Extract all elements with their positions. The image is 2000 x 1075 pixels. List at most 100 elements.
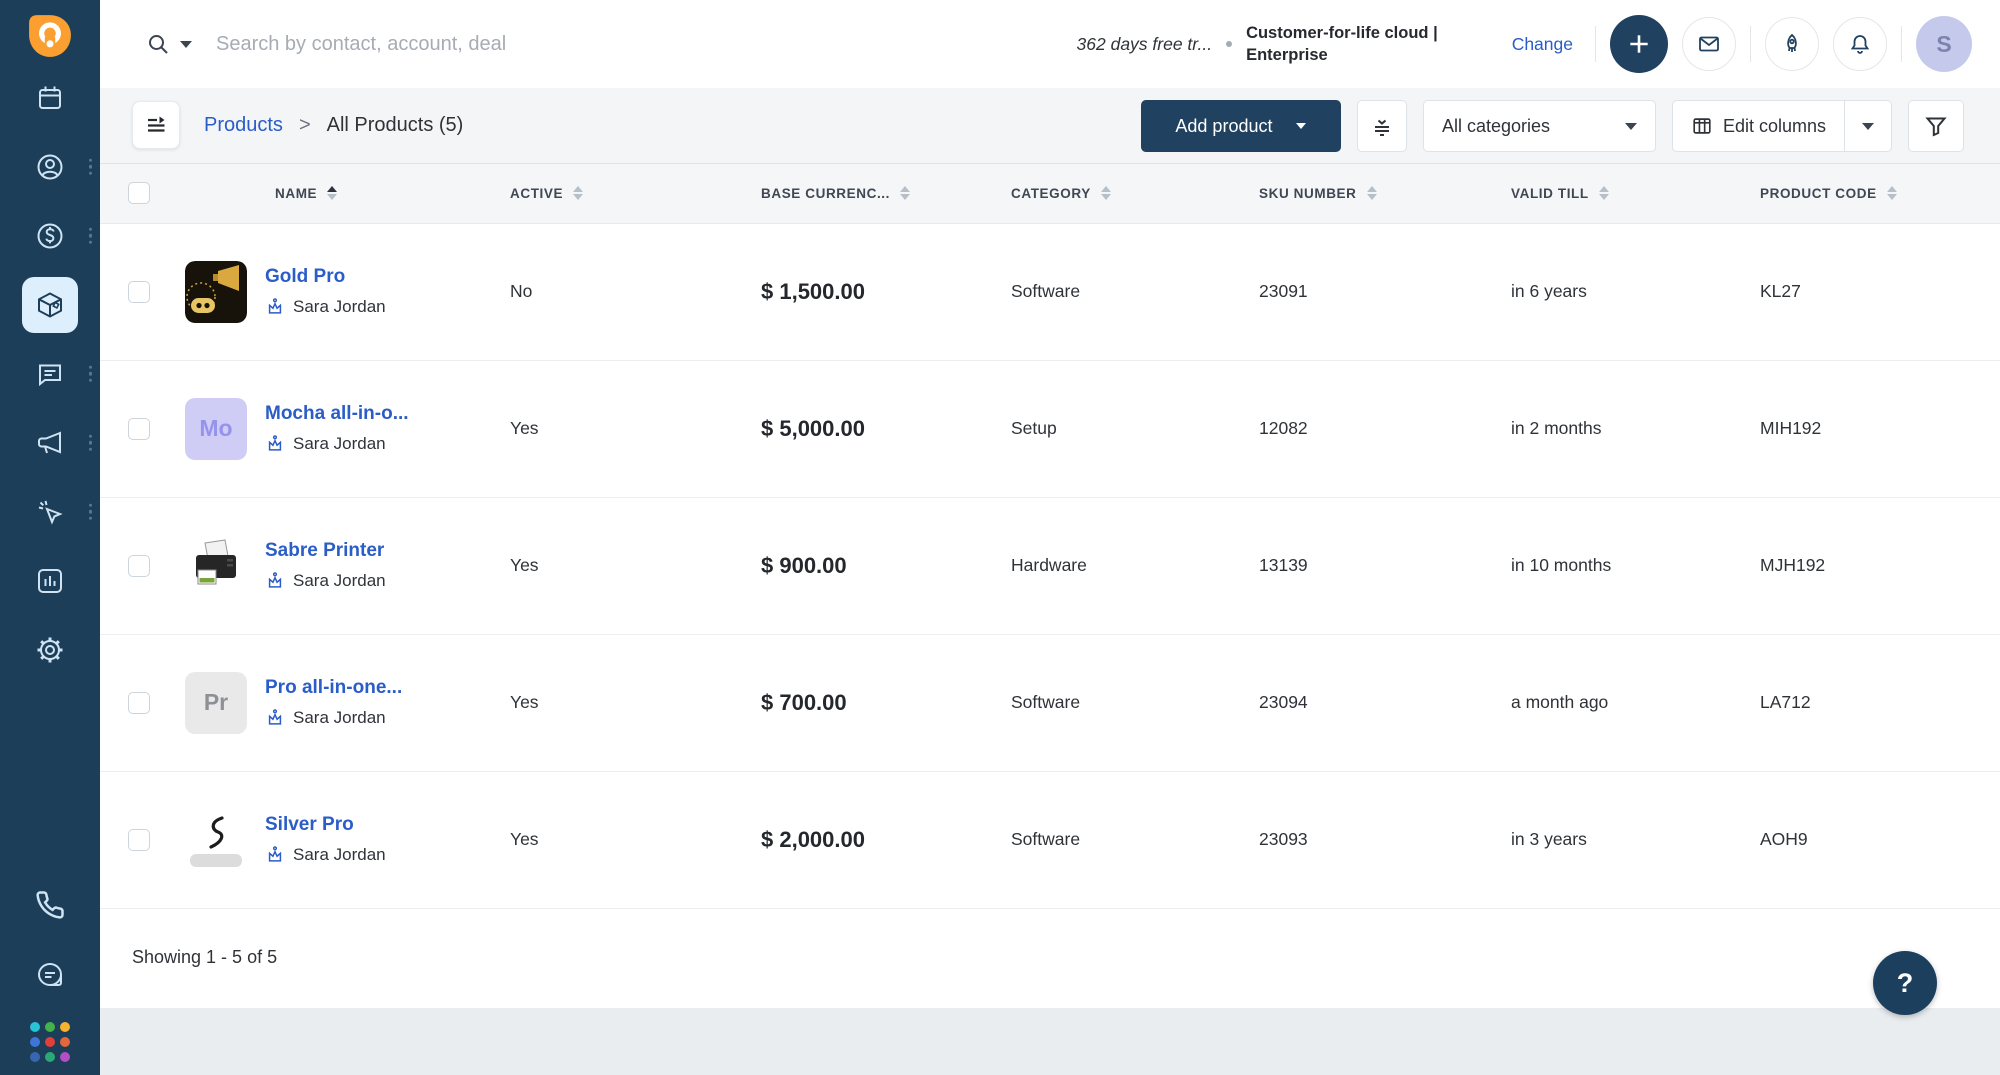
whats-new-button[interactable] <box>1765 17 1819 71</box>
apps-grid-icon <box>30 1022 70 1062</box>
chevron-right-icon: > <box>298 114 311 136</box>
row-checkbox[interactable] <box>128 554 150 577</box>
deals-more-icon[interactable] <box>88 227 92 244</box>
column-header-sku[interactable]: SKU NUMBER <box>1259 186 1377 201</box>
sort-icon <box>1100 186 1111 201</box>
search-icon[interactable] <box>146 32 170 56</box>
product-name-link[interactable]: Sabre Printer <box>265 540 385 561</box>
sidebar-item-campaigns[interactable] <box>0 408 100 477</box>
search-scope-caret-icon[interactable] <box>180 40 192 48</box>
categories-filter-select[interactable]: All categories <box>1422 100 1656 152</box>
filters-button[interactable] <box>1908 100 1964 152</box>
cell-sku: 23091 <box>1259 223 1511 361</box>
campaigns-more-icon[interactable] <box>88 434 92 451</box>
columns-icon <box>1693 118 1711 134</box>
select-all-checkbox[interactable] <box>128 182 150 205</box>
contacts-more-icon[interactable] <box>88 158 92 175</box>
cell-category: Software <box>1011 634 1259 772</box>
sidebar-item-apps[interactable] <box>0 1014 100 1070</box>
product-name-link[interactable]: Silver Pro <box>265 814 354 835</box>
product-name-link[interactable]: Mocha all-in-o... <box>265 403 409 424</box>
cell-sku: 12082 <box>1259 360 1511 498</box>
sort-icon <box>1886 186 1897 201</box>
table-header-row: NAME ACTIVE BASE CURRENC... CATEGORY SKU… <box>100 164 2000 224</box>
cell-valid-till: in 10 months <box>1511 497 1760 635</box>
cell-sku: 13139 <box>1259 497 1511 635</box>
page-bottom-band <box>100 1008 2000 1075</box>
product-image-silver-pro <box>185 808 247 871</box>
column-header-category[interactable]: CATEGORY <box>1011 186 1111 201</box>
cell-price: $ 900.00 <box>761 552 847 578</box>
product-avatar-initials: Pr <box>185 671 247 734</box>
row-checkbox[interactable] <box>128 280 150 303</box>
product-name-link[interactable]: Pro all-in-one... <box>265 677 403 698</box>
brand-logo-icon[interactable] <box>27 13 73 59</box>
search-input[interactable] <box>216 32 776 56</box>
edit-columns-caret-button[interactable] <box>1844 100 1892 152</box>
sidebar-item-chat[interactable] <box>0 944 100 1006</box>
product-owner: Sara Jordan <box>293 708 386 727</box>
column-header-product-code[interactable]: PRODUCT CODE <box>1760 186 1897 201</box>
view-switcher-button[interactable] <box>132 101 180 149</box>
chat-bubble-icon <box>35 359 65 389</box>
sidebar <box>0 0 100 1075</box>
sort-icon <box>1366 186 1377 201</box>
sidebar-item-automations[interactable] <box>0 477 100 546</box>
owner-crown-icon <box>268 572 282 588</box>
global-search <box>146 0 776 88</box>
sliders-icon <box>1374 119 1389 136</box>
products-table: NAME ACTIVE BASE CURRENC... CATEGORY SKU… <box>100 164 2000 909</box>
cell-category: Software <box>1011 771 1259 909</box>
sidebar-item-deals[interactable] <box>0 201 100 270</box>
column-header-name[interactable]: NAME <box>275 186 338 201</box>
user-avatar[interactable]: S <box>1916 16 1972 72</box>
product-owner: Sara Jordan <box>293 434 386 453</box>
row-checkbox[interactable] <box>128 828 150 851</box>
change-plan-link[interactable]: Change <box>1511 33 1573 54</box>
plus-icon <box>1630 35 1648 53</box>
sidebar-nav <box>0 63 100 684</box>
cell-active: Yes <box>510 771 761 909</box>
cell-sku: 23093 <box>1259 771 1511 909</box>
pagination-summary: Showing 1 - 5 of 5 <box>132 946 278 967</box>
row-checkbox[interactable] <box>128 417 150 440</box>
table-row: Gold Pro Sara Jordan No $ 1,500.00 Softw… <box>100 223 2000 361</box>
cell-active: Yes <box>510 360 761 498</box>
sort-filter-button[interactable] <box>1356 100 1407 152</box>
cell-valid-till: in 3 years <box>1511 771 1760 909</box>
cell-active: No <box>510 223 761 361</box>
sort-icon <box>327 186 338 201</box>
email-button[interactable] <box>1682 17 1736 71</box>
sidebar-item-conversations[interactable] <box>0 339 100 408</box>
column-header-base-currency[interactable]: BASE CURRENC... <box>761 186 911 201</box>
gear-icon <box>35 635 65 665</box>
conversations-more-icon[interactable] <box>88 365 92 382</box>
product-owner: Sara Jordan <box>293 297 386 316</box>
column-header-valid-till[interactable]: VALID TILL <box>1511 186 1609 201</box>
sort-icon <box>1598 186 1609 201</box>
sidebar-item-products[interactable] <box>0 270 100 339</box>
notifications-button[interactable] <box>1833 17 1887 71</box>
analytics-icon <box>35 566 65 596</box>
list-view-icon <box>148 116 165 132</box>
add-product-button[interactable]: Add product <box>1140 100 1341 152</box>
help-button[interactable]: ? <box>1873 951 1937 1015</box>
sidebar-item-contacts[interactable] <box>0 132 100 201</box>
product-image-gold-pro <box>185 260 247 323</box>
chat-icon <box>37 962 62 987</box>
product-name-link[interactable]: Gold Pro <box>265 266 346 287</box>
toolbar-actions: Add product All categories Edit columns <box>1140 100 1964 152</box>
sidebar-item-phone[interactable] <box>0 874 100 936</box>
edit-columns-group: Edit columns <box>1671 100 1892 152</box>
sidebar-item-calendar[interactable] <box>0 63 100 132</box>
automations-more-icon[interactable] <box>88 503 92 520</box>
quick-add-button[interactable] <box>1610 15 1668 73</box>
column-header-active[interactable]: ACTIVE <box>510 186 584 201</box>
sidebar-item-settings[interactable] <box>0 615 100 684</box>
divider <box>1595 26 1596 62</box>
breadcrumb-products-link[interactable]: Products <box>204 114 283 136</box>
row-checkbox[interactable] <box>128 691 150 714</box>
sidebar-item-analytics[interactable] <box>0 546 100 615</box>
edit-columns-button[interactable]: Edit columns <box>1671 100 1844 152</box>
